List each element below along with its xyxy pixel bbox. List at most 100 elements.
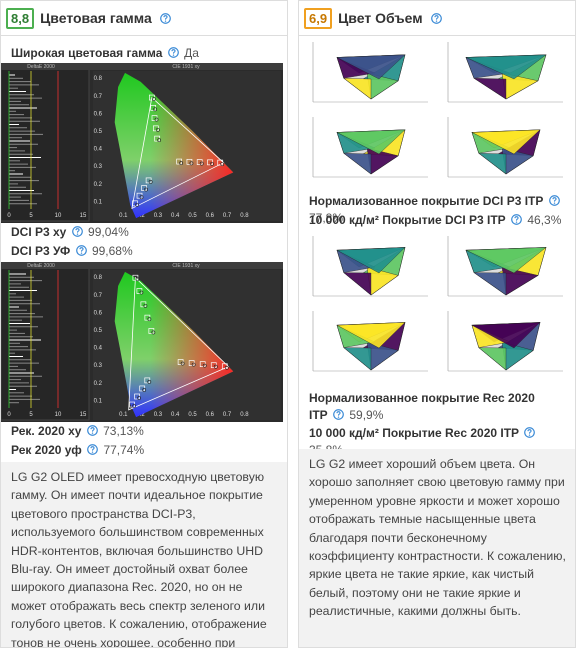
cie-y-tick: 0.1 (94, 199, 103, 205)
volume-face (471, 322, 541, 349)
help-icon[interactable] (511, 214, 522, 225)
measured-dot (154, 117, 159, 122)
value: Да (184, 46, 199, 60)
metric-row: Нормализованное покрытие Rec 2020 ITP 59… (309, 390, 545, 424)
label: Рек 2020 уф (11, 443, 82, 457)
volume-face (336, 247, 406, 274)
volume-face (343, 347, 372, 371)
cie-x-tick: 0.4 (171, 213, 180, 219)
delta-tick: 5 (29, 412, 33, 418)
card-header: 8,8 Цветовая гамма (1, 1, 287, 36)
label: 10 000 кд/м² Покрытие DCI P3 ITP (309, 213, 506, 227)
value: 77,8% (309, 211, 344, 225)
label: Рек. 2020 xy (11, 424, 82, 438)
delta-tick: 15 (80, 213, 87, 219)
cie-x-tick: 0.6 (206, 213, 215, 219)
metric-row: Рек. 2020 xy 73,13% (11, 423, 281, 440)
volume-face (336, 129, 406, 155)
cie-y-tick: 0.2 (94, 381, 103, 387)
cie-x-tick: 0.8 (240, 412, 249, 418)
measured-dot (155, 127, 160, 132)
label: DCI P3 УФ (11, 244, 71, 258)
cie-y-tick: 0.2 (94, 182, 103, 188)
help-icon[interactable] (333, 409, 344, 420)
volume-face (465, 247, 547, 274)
help-icon[interactable] (87, 425, 98, 436)
cie-y-tick: 0.1 (94, 398, 103, 404)
card-title: Цвет Объем (338, 10, 423, 26)
help-icon[interactable] (87, 444, 98, 455)
gamut-triangle (131, 96, 225, 210)
gamut-image: DeltaE 2000 CIE 1931 xy 0 5 10 15 0.1 0.1 0.2 0.2… (1, 63, 283, 223)
measured-dot (144, 187, 148, 192)
cie-x-tick: 0.3 (154, 412, 163, 418)
value: 77,74% (103, 443, 145, 457)
measured-dot (139, 195, 144, 200)
cie-y-tick: 0.6 (94, 111, 103, 117)
score: 8,8 (6, 7, 35, 29)
cie-y-tick: 0.8 (94, 275, 103, 281)
measured-dot (151, 330, 156, 335)
volume-face (343, 77, 372, 100)
metric-row: DCI P3 xy 99,04% (11, 224, 281, 241)
cie-y-tick: 0.6 (94, 310, 103, 316)
color-gamut-card: 8,8 Цветовая гамма Широкая цветовая гамм… (0, 0, 288, 648)
cie-x-tick: 0.6 (206, 412, 215, 418)
measured-dot (148, 179, 153, 184)
cie-y-tick: 0.5 (94, 328, 103, 334)
measured-dot (143, 303, 148, 308)
cie-x-tick: 0.5 (188, 412, 197, 418)
volume-face (336, 54, 406, 80)
locus-red (114, 271, 234, 418)
label: Широкая цветовая гамма (11, 46, 163, 60)
cie-x-tick: 0.2 (136, 213, 145, 219)
locus-red (114, 72, 234, 219)
value: 59,9% (349, 408, 384, 422)
cie-y-tick: 0.4 (94, 346, 103, 352)
cie-title: CIE 1931 xy (172, 263, 200, 269)
help-icon[interactable] (160, 13, 171, 24)
volume-face (473, 77, 507, 100)
measured-dot (199, 161, 204, 166)
measured-dot (179, 161, 184, 165)
cie-x-tick: 0.1 (119, 412, 128, 418)
cie-title: CIE 1931 xy (172, 64, 200, 70)
delta-tick: 5 (29, 213, 33, 219)
volume-face (471, 129, 541, 155)
help-icon[interactable] (168, 47, 179, 58)
measured-dot (147, 317, 152, 322)
delta-title: DeltaE 2000 (27, 263, 55, 269)
cie-x-tick: 0.1 (119, 213, 128, 219)
cie-y-tick: 0.5 (94, 129, 103, 135)
value: 99,04% (88, 225, 129, 239)
measured-dot (189, 161, 194, 166)
measured-dot (151, 97, 156, 101)
help-icon[interactable] (524, 427, 535, 438)
volume-image (312, 236, 563, 372)
delta-tick: 15 (80, 412, 87, 418)
volume-face (336, 322, 406, 349)
card-header: 6,9 Цвет Объем (299, 1, 575, 36)
wide-gamut-row: Широкая цветовая гамма Да (11, 45, 281, 62)
label: DCI P3 xy (11, 225, 67, 239)
help-icon[interactable] (76, 245, 87, 256)
measured-dot (157, 138, 162, 143)
cie-x-tick: 0.2 (136, 412, 145, 418)
measured-dot (191, 362, 196, 367)
cie-y-tick: 0.4 (94, 147, 103, 153)
help-icon[interactable] (431, 13, 442, 24)
delta-title: DeltaE 2000 (27, 64, 55, 70)
color-volume-card: 6,9 Цвет Объем Нормализованное покрытие … (298, 0, 576, 648)
measured-dot (135, 202, 139, 207)
help-icon[interactable] (549, 195, 560, 206)
description: LG G2 OLED имеет превосходную цветовую г… (1, 462, 287, 647)
value: 99,68% (91, 244, 133, 258)
cie-y-tick: 0.3 (94, 164, 103, 170)
help-icon[interactable] (72, 226, 83, 237)
metric-row: DCI P3 УФ 99,68% (11, 243, 281, 260)
gamut-triangle (128, 276, 230, 411)
volume-image (312, 42, 563, 178)
cie-x-tick: 0.5 (188, 213, 197, 219)
measured-dot (153, 107, 158, 112)
